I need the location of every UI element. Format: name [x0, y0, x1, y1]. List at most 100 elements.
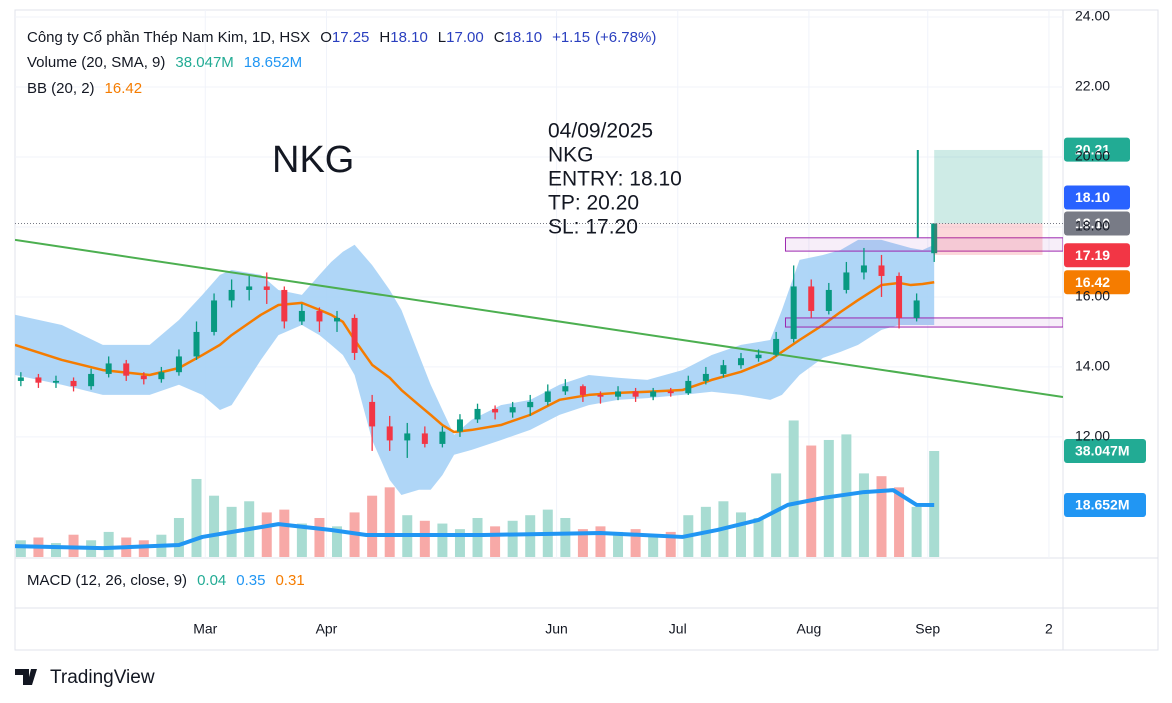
x-tick-label: Aug	[796, 621, 821, 637]
candle-body	[790, 286, 797, 339]
candle-body	[931, 223, 938, 254]
volume-badge-label: 18.652M	[1075, 497, 1129, 513]
stop-loss-zone	[934, 223, 1043, 255]
volume-badge	[1064, 493, 1146, 518]
candle-body	[737, 358, 744, 366]
indicator-name: BB (20, 2)	[27, 80, 95, 97]
price-badge	[1064, 211, 1130, 236]
indicator-value: 16.42	[105, 80, 143, 97]
price-badge	[1064, 137, 1130, 162]
indicator-name: MACD (12, 26, close, 9)	[27, 572, 187, 589]
candle-body	[808, 286, 815, 311]
candle-body	[158, 372, 165, 380]
volume-bar	[735, 512, 746, 557]
candle-body	[702, 373, 709, 381]
candle-body	[246, 286, 253, 290]
candle-body	[228, 289, 235, 301]
indicator-legend: Volume (20, SMA, 9) 38.047M 18.652M	[27, 54, 302, 71]
tradingview-logo: TradingView	[15, 667, 155, 688]
candle-body	[35, 377, 42, 383]
indicator-value: 0.35	[236, 572, 265, 589]
y-tick-label: 18.00	[1075, 218, 1110, 234]
candle-body	[351, 317, 358, 353]
candle-body	[650, 391, 657, 397]
candle-body	[562, 386, 569, 392]
volume-bar	[261, 512, 272, 557]
volume-bar	[507, 520, 518, 557]
candle-body	[123, 363, 130, 376]
candle-body	[843, 272, 850, 290]
ohlc-key: O	[320, 29, 332, 46]
candle-body	[175, 356, 182, 373]
indicator-legend: MACD (12, 26, close, 9) 0.04 0.35 0.31	[27, 572, 305, 589]
indicator-value: 0.04	[197, 572, 226, 589]
volume-bar	[367, 495, 378, 557]
bollinger-middle	[15, 281, 935, 434]
indicator-legend: BB (20, 2) 16.42	[27, 80, 142, 97]
price-badge	[1064, 270, 1130, 295]
candle-body	[193, 331, 200, 357]
price-badge-label: 20.21	[1075, 141, 1110, 157]
price-badge-label: 18.10	[1075, 189, 1110, 205]
candle-body	[140, 375, 147, 380]
candle-body	[492, 408, 499, 413]
x-tick-label: Mar	[193, 621, 217, 637]
candle-body	[667, 391, 674, 394]
candle-body	[105, 363, 112, 374]
y-tick-label: 24.00	[1075, 8, 1110, 24]
indicator-value: 0.31	[275, 572, 304, 589]
x-tick-label: Apr	[316, 621, 338, 637]
candle-body	[369, 401, 376, 427]
candle-body	[597, 394, 604, 397]
candle-body	[316, 310, 323, 322]
indicator-value: 18.652M	[244, 54, 302, 71]
change-pct: (+6.78%)	[595, 29, 656, 46]
candle-body	[913, 300, 920, 318]
volume-bar	[490, 526, 501, 557]
take-profit-zone	[934, 149, 1043, 224]
candle-body	[456, 419, 463, 432]
candle-body	[474, 408, 481, 420]
annotation-line: ENTRY: 18.10	[548, 168, 682, 191]
volume-bar	[894, 487, 905, 557]
candle-body	[773, 338, 780, 355]
annotation-line: NKG	[548, 144, 594, 167]
y-tick-label: 20.00	[1075, 148, 1110, 164]
candle-body	[386, 426, 393, 441]
volume-bar	[384, 487, 395, 557]
symbol-watermark: NKG	[272, 139, 354, 181]
price-badge	[1064, 243, 1130, 268]
volume-bar	[50, 543, 61, 557]
zone	[784, 317, 1063, 328]
volume-bar	[419, 520, 430, 557]
candle-body	[334, 317, 341, 322]
volume-bar	[138, 540, 149, 557]
candle-body	[211, 300, 218, 332]
annotation-line: 04/09/2025	[548, 120, 653, 143]
candle-body	[281, 289, 288, 322]
header-title: Công ty Cổ phần Thép Nam Kim, 1D, HSX	[27, 29, 310, 46]
volume-bar	[613, 531, 624, 557]
volume-bar	[595, 526, 606, 557]
candle-body	[632, 391, 639, 397]
candle-body	[878, 265, 885, 276]
volume-badge-label: 38.047M	[1075, 443, 1129, 459]
annotation-line: TP: 20.20	[548, 192, 639, 215]
ohlc-value: 18.10	[505, 29, 543, 46]
volume-bar	[876, 476, 887, 557]
indicator-name: Volume (20, SMA, 9)	[27, 54, 165, 71]
ohlc-value: 18.10	[390, 29, 428, 46]
volume-bar	[454, 529, 465, 557]
y-tick-label: 22.00	[1075, 78, 1110, 94]
volume-bar	[858, 473, 869, 557]
ohlc-value: 17.00	[446, 29, 484, 46]
bollinger-band	[15, 239, 935, 496]
volume-bar	[560, 517, 571, 557]
candle-body	[527, 401, 534, 408]
volume-bar	[314, 517, 325, 557]
header-legend: Công ty Cổ phần Thép Nam Kim, 1D, HSX O 17…	[27, 29, 656, 46]
candle-body	[70, 380, 77, 387]
ohlc-key: H	[379, 29, 390, 46]
candle-body	[825, 289, 832, 311]
